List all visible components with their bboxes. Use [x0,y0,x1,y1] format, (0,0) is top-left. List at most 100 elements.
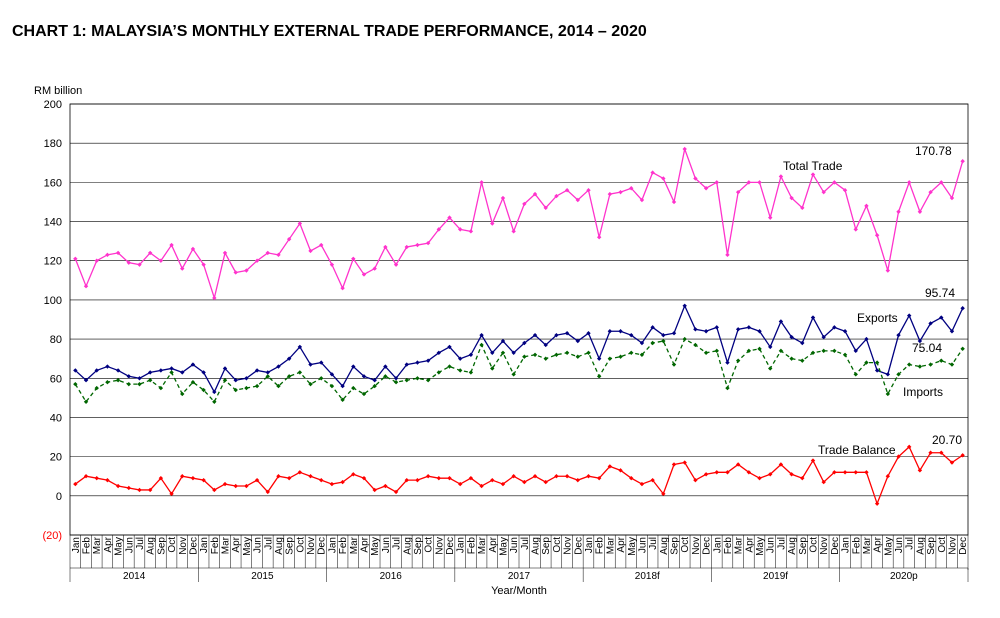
x-tick-label: Mar [221,536,232,554]
data-point [436,370,442,375]
data-point [564,331,570,336]
data-point [607,329,613,334]
data-point [340,383,345,389]
data-point [703,186,709,191]
data-point [543,205,548,211]
data-point [554,193,559,199]
data-point [917,364,923,369]
data-point [73,481,78,487]
data-point [586,350,591,356]
x-tick-label: Jan [199,537,210,553]
x-tick-label: Feb [723,537,734,555]
data-point [543,356,548,361]
data-point [372,378,377,383]
data-point [564,350,570,356]
data-point [415,477,420,483]
x-tick-label: Sep [926,537,937,555]
data-point [436,475,442,481]
data-point [458,356,463,361]
data-point [383,374,388,379]
data-point [180,391,185,397]
y-tick-label: (20) [42,530,62,542]
data-point [693,327,698,332]
data-point [212,399,217,404]
data-point [126,485,131,491]
data-point [522,479,527,485]
data-point [329,481,335,487]
x-tick-label: Dec [958,537,969,555]
data-point [800,340,805,346]
data-point [83,283,89,289]
x-tick-label: Nov [947,537,958,555]
data-point [725,252,730,258]
y-tick-label: 200 [44,99,62,111]
data-point [490,477,495,483]
x-tick-label: Jan [841,537,852,553]
data-point [853,348,858,354]
data-point [329,372,335,377]
data-point [746,325,752,330]
data-point [896,454,901,459]
data-point [329,262,335,267]
data-point [949,195,955,201]
x-tick-label: May [498,537,509,556]
data-point [864,336,869,342]
data-point [639,340,645,346]
data-point [778,348,784,354]
x-tick-label: Jul [648,537,659,550]
data-point [458,368,463,373]
x-tick-label: Apr [359,536,370,552]
data-point [361,272,367,277]
data-point [554,352,559,357]
data-point [778,462,784,467]
data-point [885,268,891,273]
y-tick-label: 40 [50,412,62,424]
series-line [74,338,964,403]
data-point [351,364,356,369]
data-point [94,385,99,391]
y-tick-label: 160 [44,177,62,189]
data-point [415,242,420,248]
data-point [319,360,324,365]
data-point [960,159,965,164]
data-point [629,332,634,338]
data-point [361,475,367,481]
data-point [468,352,474,357]
data-point [297,221,303,226]
x-tick-label: Mar [734,536,745,554]
data-point [490,221,495,226]
year-label: 2015 [251,571,274,582]
data-point [190,246,196,252]
x-tick-label: Nov [563,537,574,555]
data-point [907,313,912,318]
data-point [714,470,719,475]
data-point [682,460,687,465]
data-point [351,256,356,261]
data-point [83,399,89,404]
data-point [853,227,858,232]
y-tick-label: 120 [44,256,62,268]
data-point [842,352,848,357]
data-point [447,215,452,220]
data-point [425,358,431,363]
data-point [158,385,164,391]
data-point [682,303,687,308]
data-point [500,338,506,344]
data-point [254,258,260,263]
x-tick-label: Jul [776,537,787,550]
data-point [147,487,153,493]
data-point [735,189,741,195]
data-point [596,235,602,240]
x-tick-label: Dec [830,537,841,555]
data-point [137,262,142,267]
chart-title: CHART 1: MALAYSIA’S MONTHLY EXTERNAL TRA… [12,23,647,40]
x-tick-label: Feb [851,537,862,555]
data-point [351,385,356,391]
x-tick-label: Jun [766,537,777,553]
x-tick-label: Oct [808,537,819,553]
data-point [94,475,99,481]
x-tick-label: May [883,537,894,556]
x-axis-label: Year/Month [491,585,547,597]
x-tick-label: Aug [659,537,670,555]
